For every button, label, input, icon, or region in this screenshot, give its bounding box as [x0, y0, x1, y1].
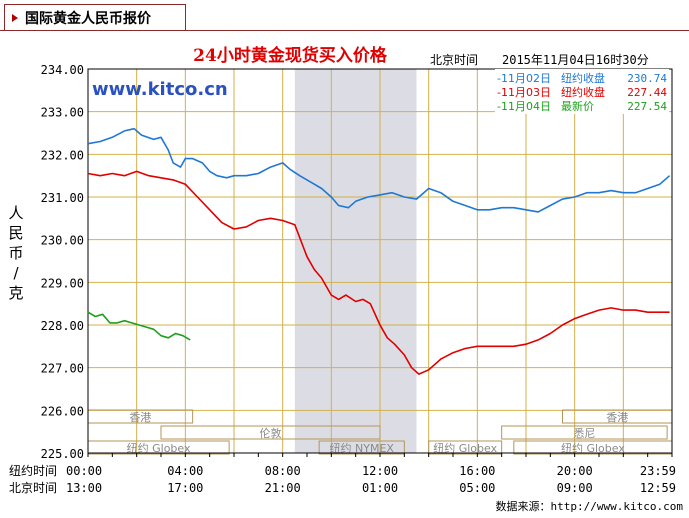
- x-tick-label: 12:59: [640, 481, 676, 495]
- legend-entry-date: -11月03日: [497, 86, 551, 99]
- x-tick-label: 05:00: [459, 481, 495, 495]
- y-tick-label: 230.00: [41, 234, 84, 248]
- series-line-3: [87, 311, 191, 341]
- series-line-1: [87, 127, 671, 213]
- market-band-label: 纽约 Globex: [561, 441, 625, 455]
- market-band-label: 香港: [606, 411, 628, 424]
- market-band-label: 伦敦: [260, 426, 282, 440]
- y-axis-label-char: 人: [8, 204, 23, 222]
- y-tick-label: 234.00: [41, 63, 84, 77]
- legend-entry-date: -11月02日: [497, 72, 551, 85]
- y-tick-label: 232.00: [41, 148, 84, 162]
- market-band-label: 悉尼: [573, 427, 595, 440]
- chart-title: 24小时黄金现货买入价格: [193, 45, 388, 66]
- header-tab-bar: 国际黄金人民币报价: [0, 0, 689, 32]
- y-tick-label: 227.00: [41, 362, 84, 376]
- y-tick-label: 226.00: [41, 404, 84, 418]
- header-divider: [0, 30, 689, 31]
- x-tick-label: 09:00: [557, 481, 593, 495]
- shaded-trading-range: [294, 69, 417, 453]
- gold-price-chart: 225.00 226.00 227.00 228.00 229.00 230.00 231.…: [8, 45, 676, 495]
- legend-entry-note: 纽约收盘: [561, 85, 605, 99]
- market-band-label: 纽约 NYMEX: [330, 441, 395, 455]
- watermark-text: www.kitco.cn: [92, 79, 228, 100]
- y-tick-label: 229.00: [41, 276, 84, 290]
- y-axis-label-char: /: [13, 264, 19, 282]
- tab-gold-rmb-quote[interactable]: 国际黄金人民币报价: [4, 4, 186, 30]
- market-band-label: 纽约 Globex: [127, 441, 191, 455]
- x-axis-row-label: 北京时间: [9, 481, 57, 495]
- market-band: [501, 425, 668, 440]
- x-tick-label: 08:00: [265, 464, 301, 478]
- market-band: [428, 440, 503, 455]
- timestamp-value: 2015年11月04日16时30分: [502, 53, 649, 67]
- x-tick-label: 17:00: [167, 481, 203, 495]
- legend-entry-value: 230.74: [627, 72, 667, 85]
- legend-box: [495, 69, 669, 114]
- x-tick-label: 04:00: [167, 464, 203, 478]
- market-band: [318, 440, 405, 455]
- y-tick-label: 225.00: [41, 447, 84, 461]
- y-axis-label-char: 民: [8, 224, 23, 242]
- x-tick-label: 20:00: [557, 464, 593, 478]
- x-tick-label: 01:00: [362, 481, 398, 495]
- data-source-label: 数据来源：http://www.kitco.com: [495, 500, 683, 513]
- x-tick-label: 13:00: [66, 481, 102, 495]
- legend-entry-value: 227.44: [627, 86, 667, 99]
- x-axis-row-label: 纽约时间: [9, 463, 57, 478]
- y-axis-label-char: 克: [8, 284, 23, 302]
- y-tick-label: 231.00: [41, 191, 84, 205]
- x-tick-label: 23:59: [640, 464, 676, 478]
- x-tick-label: 00:00: [66, 464, 102, 478]
- tab-title: 国际黄金人民币报价: [25, 11, 151, 27]
- timestamp-label: 北京时间: [430, 53, 478, 67]
- x-tick-label: 21:00: [265, 481, 301, 495]
- legend-entry-note: 最新价: [561, 99, 594, 113]
- market-band-label: 纽约 Globex: [433, 441, 497, 455]
- y-axis-label-char: 币: [8, 244, 23, 262]
- x-tick-label: 12:00: [362, 464, 398, 478]
- y-tick-label: 228.00: [41, 319, 84, 333]
- market-band: [160, 425, 381, 440]
- triangle-right-icon: [12, 14, 18, 22]
- x-tick-label: 16:00: [459, 464, 495, 478]
- series-line-2: [87, 170, 670, 375]
- y-tick-label: 233.00: [41, 106, 84, 120]
- legend-entry-value: 227.54: [627, 100, 667, 113]
- legend-entry-note: 纽约收盘: [561, 71, 605, 85]
- market-band-label: 香港: [129, 411, 151, 424]
- legend-entry-date: -11月04日: [497, 100, 551, 113]
